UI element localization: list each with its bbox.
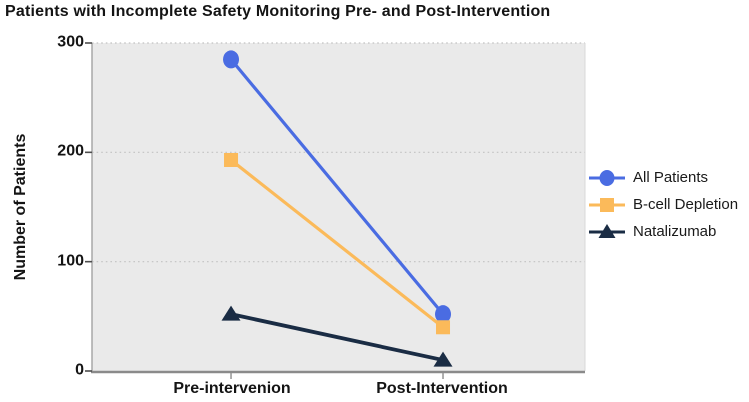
legend-item-b-cell-depletion: B-cell Depletion: [586, 191, 738, 218]
legend-item-all-patients: All Patients: [586, 164, 738, 191]
data-point-marker-all-patients: [223, 50, 240, 69]
y-tick-label-300: 300: [57, 33, 84, 51]
legend-circle-marker-icon: [589, 169, 625, 186]
data-point-marker-natalizumab: [221, 305, 241, 321]
data-point-marker-natalizumab: [433, 351, 453, 367]
x-category-label-pre: Pre-intervenion: [173, 380, 291, 397]
legend-triangle-marker-icon: [589, 223, 625, 238]
y-tick-label-200: 200: [57, 142, 84, 160]
chart-title: Patients with Incomplete Safety Monitori…: [5, 3, 551, 20]
data-point-marker-all-patients: [435, 305, 452, 324]
series-line-all-patients: [229, 58, 445, 316]
series-line-natalizumab: [230, 312, 444, 362]
x-category-label-post: Post-Intervention: [376, 380, 508, 397]
legend: All Patients B-cell Depletion Natalizuma…: [586, 164, 738, 245]
plot-background: [92, 43, 585, 371]
y-tick-label-100: 100: [57, 252, 84, 270]
data-point-marker-b-cell-depletion: [436, 320, 451, 335]
data-point-marker-b-cell-depletion: [224, 152, 239, 167]
legend-item-natalizumab: Natalizumab: [586, 218, 738, 245]
legend-square-marker-icon: [589, 197, 625, 212]
series-line-b-cell-depletion: [230, 158, 445, 329]
legend-label: All Patients: [633, 169, 709, 186]
y-tick-label-0: 0: [75, 361, 84, 379]
legend-label: Natalizumab: [633, 223, 717, 240]
legend-label: B-cell Depletion: [633, 196, 739, 213]
